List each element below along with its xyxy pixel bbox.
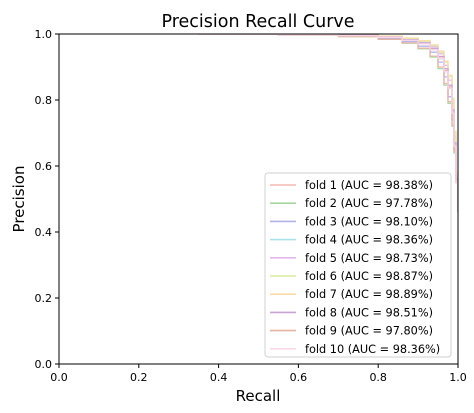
- y-tick-label: 0.2: [35, 292, 53, 305]
- legend-label-fold-6: fold 6 (AUC = 98.87%): [305, 270, 433, 283]
- y-tick-label: 0.4: [35, 226, 53, 239]
- x-tick-label: 1.0: [449, 371, 467, 384]
- legend: fold 1 (AUC = 98.38%) fold 2 (AUC = 97.78…: [264, 172, 452, 358]
- legend-label-fold-2: fold 2 (AUC = 97.78%): [305, 197, 433, 210]
- legend-box: [264, 172, 452, 358]
- x-tick-label: 0.2: [130, 371, 148, 384]
- x-axis-label: Recall: [236, 387, 281, 405]
- legend-label-fold-1: fold 1 (AUC = 98.38%): [305, 179, 433, 192]
- legend-label-fold-5: fold 5 (AUC = 98.73%): [305, 252, 433, 265]
- chart-title: Precision Recall Curve: [161, 12, 354, 32]
- x-tick-label: 0.6: [290, 371, 308, 384]
- legend-label-fold-4: fold 4 (AUC = 98.36%): [305, 234, 433, 247]
- x-tick-label: 0.4: [210, 371, 228, 384]
- y-tick-label: 0.0: [35, 358, 53, 371]
- x-tick-label: 0.8: [369, 371, 387, 384]
- y-tick-label: 0.8: [35, 94, 53, 107]
- y-axis-label: Precision: [10, 166, 28, 233]
- series-line-fold-10: [198, 34, 458, 213]
- plot-frame: [58, 33, 459, 365]
- legend-label-fold-8: fold 8 (AUC = 98.51%): [305, 306, 433, 319]
- y-axis: 0.0 0.2 0.4 0.6 0.8 1.0: [35, 28, 59, 371]
- y-tick-label: 1.0: [35, 28, 53, 41]
- y-tick-label: 0.6: [35, 160, 53, 173]
- x-axis: 0.0 0.2 0.4 0.6 0.8 1.0: [50, 364, 467, 384]
- legend-label-fold-9: fold 9 (AUC = 97.80%): [305, 325, 433, 338]
- legend-label-fold-7: fold 7 (AUC = 98.89%): [305, 288, 433, 301]
- legend-label-fold-3: fold 3 (AUC = 98.10%): [305, 215, 433, 228]
- legend-label-fold-10: fold 10 (AUC = 98.36%): [305, 343, 440, 356]
- x-tick-label: 0.0: [50, 371, 68, 384]
- series-layer: [198, 34, 458, 213]
